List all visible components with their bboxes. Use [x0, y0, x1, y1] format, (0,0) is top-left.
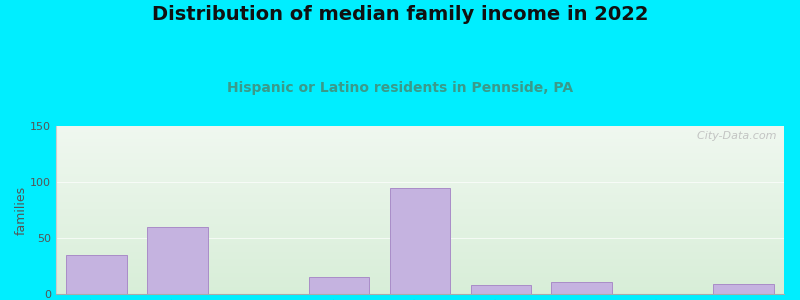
Bar [470, 285, 531, 294]
Text: City-Data.com: City-Data.com [690, 131, 777, 141]
Text: Distribution of median family income in 2022: Distribution of median family income in … [152, 4, 648, 23]
Bar [390, 188, 450, 294]
Bar [309, 277, 370, 294]
Bar [714, 284, 774, 294]
Y-axis label: families: families [14, 185, 27, 235]
Text: Hispanic or Latino residents in Pennside, PA: Hispanic or Latino residents in Pennside… [227, 81, 573, 95]
Bar [147, 227, 208, 294]
Bar [66, 255, 126, 294]
Bar [551, 282, 612, 294]
